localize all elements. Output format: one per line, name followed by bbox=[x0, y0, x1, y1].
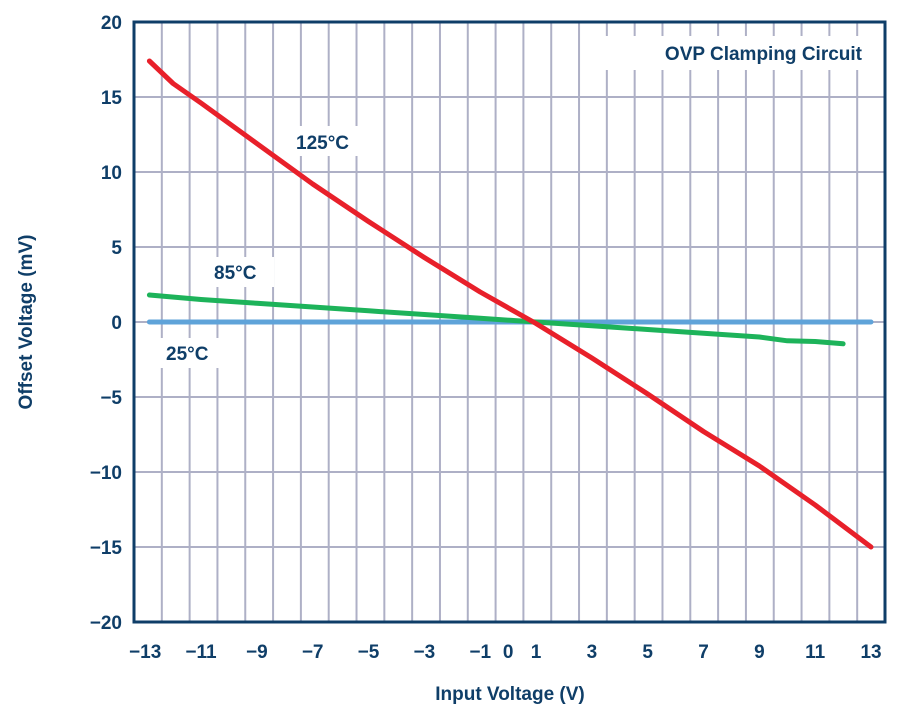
x-tick-label: −9 bbox=[246, 642, 268, 663]
x-tick-label: −11 bbox=[185, 642, 217, 663]
x-tick-label: 0 bbox=[503, 642, 514, 663]
x-tick-label: 9 bbox=[754, 642, 765, 663]
plot-frame bbox=[132, 20, 887, 624]
y-tick-label: 5 bbox=[111, 238, 122, 259]
chart-title: OVP Clamping Circuit bbox=[665, 44, 863, 65]
x-tick-label: 13 bbox=[860, 642, 881, 663]
x-tick-label: 5 bbox=[642, 642, 653, 663]
x-tick-labels: −13 −11 −9 −7 −5 −3 −1 0 1 3 5 7 9 11 13 bbox=[129, 642, 882, 663]
y-tick-label: −15 bbox=[90, 538, 123, 559]
y-axis-label: Offset Voltage (mV) bbox=[16, 235, 37, 410]
label-125-background bbox=[290, 126, 368, 156]
series-label-125c: 125°C bbox=[296, 133, 349, 154]
x-tick-label: 1 bbox=[531, 642, 542, 663]
y-tick-label: −5 bbox=[100, 388, 122, 409]
label-25-background bbox=[160, 338, 226, 368]
y-tick-label: 20 bbox=[101, 13, 122, 34]
x-tick-label: −3 bbox=[414, 642, 436, 663]
y-tick-labels: 20 15 10 5 0 −5 −10 −15 −20 bbox=[90, 13, 123, 634]
x-tick-label: 7 bbox=[698, 642, 709, 663]
x-tick-label: 11 bbox=[805, 642, 826, 663]
series-label-25c: 25°C bbox=[166, 344, 209, 365]
y-tick-label: 0 bbox=[111, 313, 122, 334]
label-85-background bbox=[208, 257, 274, 287]
y-tick-label: −10 bbox=[90, 463, 122, 484]
series-line-125c bbox=[146, 58, 874, 550]
x-axis-label: Input Voltage (V) bbox=[435, 684, 585, 705]
y-tick-label: 15 bbox=[101, 88, 123, 109]
x-tick-label: −13 bbox=[129, 642, 161, 663]
series-label-85c: 85°C bbox=[214, 263, 257, 284]
series-layer bbox=[146, 58, 874, 550]
x-tick-label: 3 bbox=[587, 642, 598, 663]
title-background bbox=[598, 36, 868, 70]
y-tick-label: 10 bbox=[101, 163, 122, 184]
x-tick-label: −7 bbox=[302, 642, 324, 663]
x-tick-label: −5 bbox=[358, 642, 380, 663]
y-tick-label: −20 bbox=[90, 613, 122, 634]
x-tick-label: −1 bbox=[469, 642, 491, 663]
